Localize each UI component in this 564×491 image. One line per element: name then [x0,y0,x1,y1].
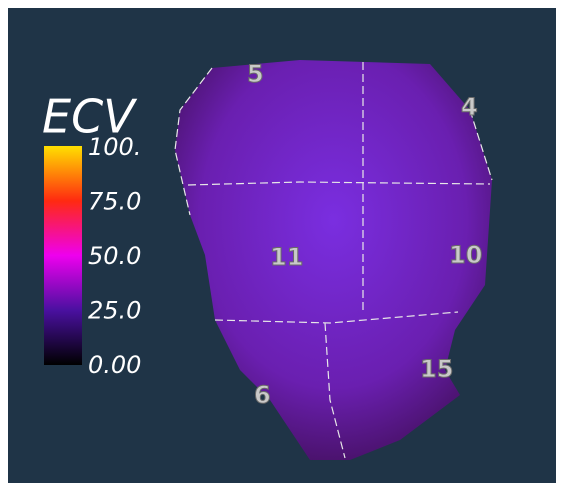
colorbar-tick-label: 50.0 [88,242,141,270]
colorbar-tick-label: 25.0 [88,297,141,325]
segment-label: 15 [420,355,453,383]
segment-label: 6 [254,381,271,409]
ecv-map [175,60,492,460]
colorbar-title: ECV [42,90,138,144]
segment-borders [174,62,493,459]
segment-label: 5 [247,60,264,88]
colorbar-tick-label: 0.00 [88,351,141,379]
segment-label: 11 [270,243,303,271]
colorbar-tick-label: 75.0 [88,188,141,216]
colorbar [44,146,82,365]
segment-label: 10 [449,241,482,269]
colorbar-tick-label: 100. [88,133,141,161]
segment-label: 4 [461,93,478,121]
